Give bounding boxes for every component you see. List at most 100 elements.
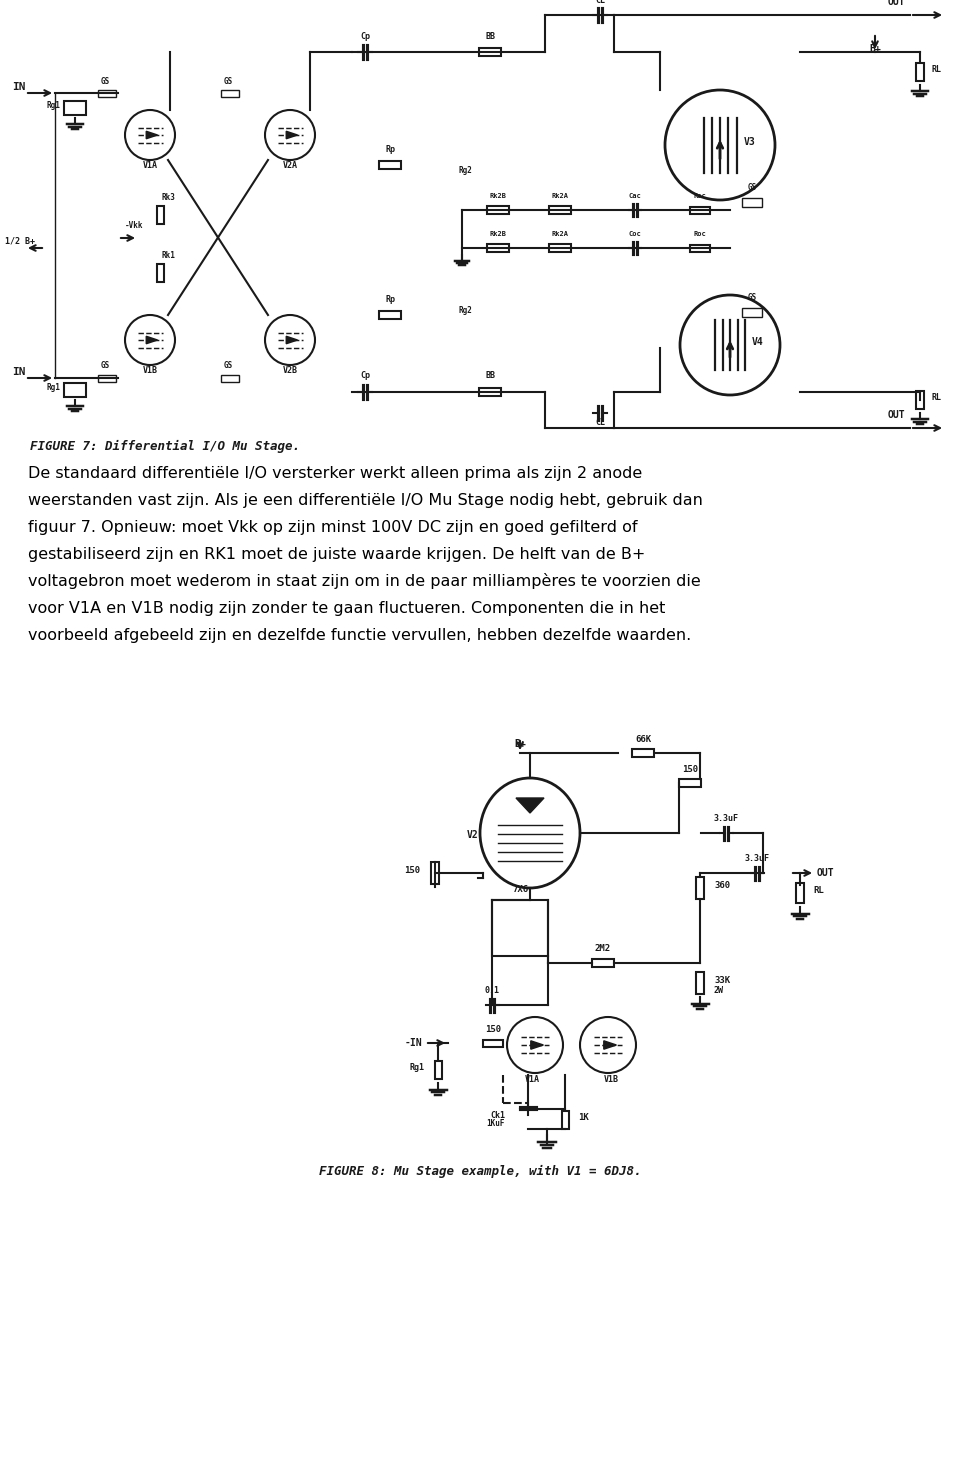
Bar (435, 1060, 442, 1080)
Text: OUT: OUT (887, 0, 905, 7)
Text: V1B: V1B (604, 1075, 618, 1084)
Bar (64, 100, 86, 115)
Polygon shape (146, 337, 157, 344)
Text: Rg2: Rg2 (458, 306, 472, 315)
Polygon shape (286, 337, 298, 344)
Text: GS: GS (101, 77, 109, 86)
Text: -IN: -IN (405, 1038, 422, 1049)
Bar (431, 863, 439, 885)
Text: 1KuF: 1KuF (487, 1120, 505, 1128)
Text: 3.3uF: 3.3uF (713, 814, 738, 823)
Bar (796, 883, 804, 902)
Text: Cp: Cp (360, 32, 370, 41)
Text: Rk2B: Rk2B (490, 230, 507, 236)
Text: V2A: V2A (282, 161, 298, 170)
Bar (221, 375, 239, 381)
Text: V3: V3 (744, 137, 756, 148)
Text: 150: 150 (485, 1025, 501, 1034)
Text: 3.3uF: 3.3uF (745, 854, 770, 863)
Bar (690, 245, 710, 251)
Text: V2B: V2B (282, 366, 298, 375)
Polygon shape (604, 1041, 616, 1049)
Text: -Vkk: -Vkk (125, 222, 143, 230)
Text: Cp: Cp (360, 371, 370, 380)
Bar (98, 90, 116, 96)
Text: 7X6: 7X6 (512, 885, 528, 894)
Text: IN: IN (12, 83, 26, 92)
Text: gestabiliseerd zijn en RK1 moet de juiste waarde krijgen. De helft van de B+: gestabiliseerd zijn en RK1 moet de juist… (28, 546, 645, 563)
Text: IN: IN (12, 366, 26, 377)
Bar (379, 161, 401, 168)
Text: Rk2A: Rk2A (551, 193, 568, 199)
Bar (492, 899, 548, 956)
Text: FIGURE 8: Mu Stage example, with V1 = 6DJ8.: FIGURE 8: Mu Stage example, with V1 = 6D… (319, 1165, 641, 1179)
Text: Rk3: Rk3 (162, 193, 176, 202)
Bar (487, 205, 509, 214)
Text: Ck1: Ck1 (490, 1111, 505, 1120)
Text: Rg1: Rg1 (46, 383, 60, 391)
Text: Rp: Rp (385, 295, 395, 304)
Text: B+: B+ (869, 44, 881, 55)
Text: OUT: OUT (817, 868, 834, 877)
Bar (592, 959, 614, 967)
Text: 66K: 66K (635, 736, 651, 744)
Text: RL: RL (932, 393, 942, 402)
Text: 150: 150 (404, 866, 420, 874)
Bar (483, 1040, 503, 1047)
Text: 360: 360 (714, 880, 731, 891)
Bar (379, 312, 401, 319)
Polygon shape (531, 1041, 543, 1049)
Text: voorbeeld afgebeeld zijn en dezelfde functie vervullen, hebben dezelfde waarden.: voorbeeld afgebeeld zijn en dezelfde fun… (28, 628, 691, 642)
Text: BB: BB (485, 32, 495, 41)
Text: BB: BB (485, 371, 495, 380)
Text: weerstanden vast zijn. Als je een differentiële I/O Mu Stage nodig hebt, gebruik: weerstanden vast zijn. Als je een differ… (28, 493, 703, 508)
Text: 1/2 B+: 1/2 B+ (5, 236, 35, 245)
Text: CL: CL (595, 418, 605, 427)
Text: 2W: 2W (714, 987, 724, 995)
Text: Rg1: Rg1 (46, 100, 60, 109)
Polygon shape (146, 131, 157, 139)
Text: V1A: V1A (524, 1075, 540, 1084)
Text: RL: RL (932, 65, 942, 74)
Bar (696, 877, 704, 899)
Text: OUT: OUT (887, 411, 905, 419)
Bar (98, 375, 116, 381)
Text: Coc: Coc (629, 230, 641, 236)
Text: Rk1: Rk1 (162, 251, 176, 260)
Text: Rk2A: Rk2A (551, 230, 568, 236)
Bar (479, 47, 501, 56)
Text: 1K: 1K (578, 1114, 588, 1123)
Bar (479, 388, 501, 396)
Bar (562, 1111, 568, 1128)
Text: 33K: 33K (714, 976, 731, 985)
Text: V1A: V1A (142, 161, 157, 170)
Text: V2: V2 (468, 830, 479, 840)
Text: Roc: Roc (694, 230, 707, 236)
Text: Cac: Cac (629, 193, 641, 199)
Bar (632, 749, 654, 758)
Polygon shape (516, 798, 544, 812)
Text: GS: GS (101, 360, 109, 371)
Text: figuur 7. Opnieuw: moet Vkk op zijn minst 100V DC zijn en goed gefilterd of: figuur 7. Opnieuw: moet Vkk op zijn mins… (28, 520, 637, 535)
Bar (679, 778, 701, 787)
Text: Rp: Rp (385, 145, 395, 154)
Bar (742, 198, 762, 207)
Text: De standaard differentiële I/O versterker werkt alleen prima als zijn 2 anode: De standaard differentiële I/O versterke… (28, 467, 642, 482)
Text: FIGURE 7: Differential I/O Mu Stage.: FIGURE 7: Differential I/O Mu Stage. (30, 440, 300, 453)
Text: GS: GS (748, 292, 756, 301)
Text: voor V1A en V1B nodig zijn zonder te gaan fluctueren. Componenten die in het: voor V1A en V1B nodig zijn zonder te gaa… (28, 601, 665, 616)
Text: GS: GS (224, 77, 232, 86)
Bar (156, 264, 163, 282)
Bar (221, 90, 239, 96)
Text: B+: B+ (515, 738, 526, 749)
Text: GS: GS (224, 360, 232, 371)
Text: GS: GS (748, 183, 756, 192)
Text: 150: 150 (682, 765, 698, 774)
Bar (690, 207, 710, 214)
Bar (916, 391, 924, 409)
Text: 0.1: 0.1 (485, 987, 499, 995)
Text: V4: V4 (752, 337, 764, 347)
Text: Rg2: Rg2 (458, 165, 472, 174)
Text: voltagebron moet wederom in staat zijn om in de paar milliampères te voorzien di: voltagebron moet wederom in staat zijn o… (28, 573, 701, 589)
Bar (549, 205, 571, 214)
